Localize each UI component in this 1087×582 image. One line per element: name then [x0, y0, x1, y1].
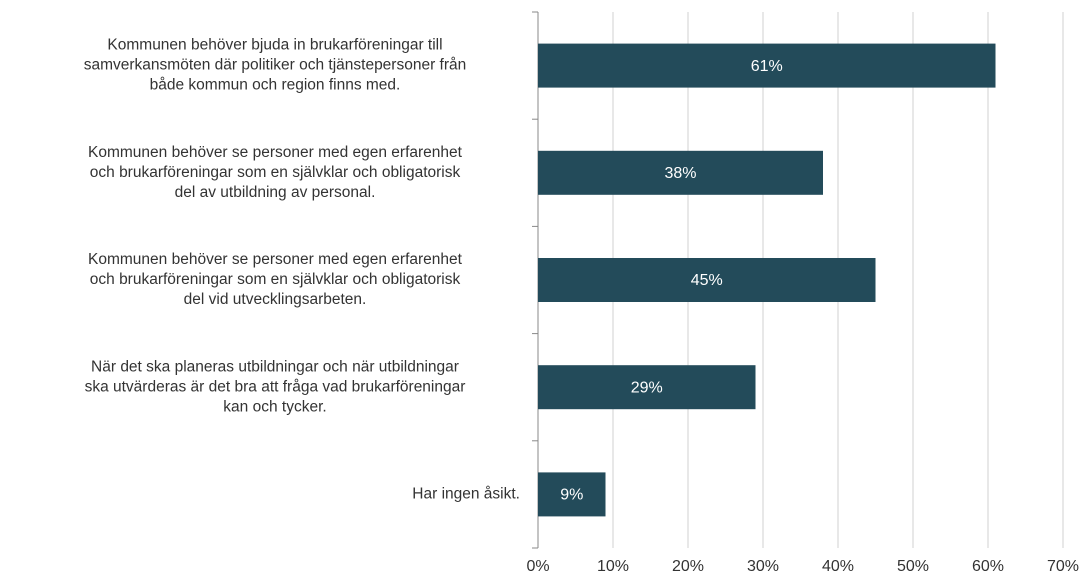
x-tick-label: 60% — [972, 558, 1004, 575]
y-tick-label: del vid utvecklingsarbeten. — [184, 291, 367, 308]
value-label: 9% — [560, 487, 583, 504]
y-tick-label: ska utvärderas är det bra att fråga vad … — [85, 378, 466, 395]
value-label: 38% — [664, 165, 696, 182]
y-tick-label: När det ska planeras utbildningar och nä… — [91, 358, 459, 375]
bar — [538, 43, 996, 88]
x-tick-label: 40% — [822, 558, 854, 575]
x-tick-label: 70% — [1047, 558, 1079, 575]
x-tick-label: 10% — [597, 558, 629, 575]
x-tick-label: 30% — [747, 558, 779, 575]
value-label: 29% — [631, 379, 663, 396]
y-tick-label: del av utbildning av personal. — [175, 184, 376, 201]
y-tick-label: Kommunen behöver se personer med egen er… — [88, 251, 463, 268]
bar — [538, 258, 876, 302]
bar — [538, 365, 756, 410]
y-tick-label: och brukarföreningar som en självklar oc… — [90, 164, 461, 181]
y-tick-label: Kommunen behöver bjuda in brukarförening… — [107, 37, 442, 54]
x-tick-label: 50% — [897, 558, 929, 575]
value-label: 45% — [691, 272, 723, 289]
bar — [538, 150, 823, 195]
y-tick-label: kan och tycker. — [223, 398, 326, 415]
value-label: 61% — [751, 58, 783, 75]
y-tick-label: Har ingen åsikt. — [412, 485, 520, 502]
x-tick-label: 0% — [526, 558, 549, 575]
y-tick-label: och brukarföreningar som en självklar oc… — [90, 271, 461, 288]
y-tick-label: samverkansmöten där politiker och tjänst… — [84, 57, 467, 74]
bar — [538, 472, 606, 517]
y-tick-label: både kommun och region finns med. — [150, 77, 401, 94]
y-tick-label: Kommunen behöver se personer med egen er… — [88, 144, 463, 161]
x-tick-label: 20% — [672, 558, 704, 575]
